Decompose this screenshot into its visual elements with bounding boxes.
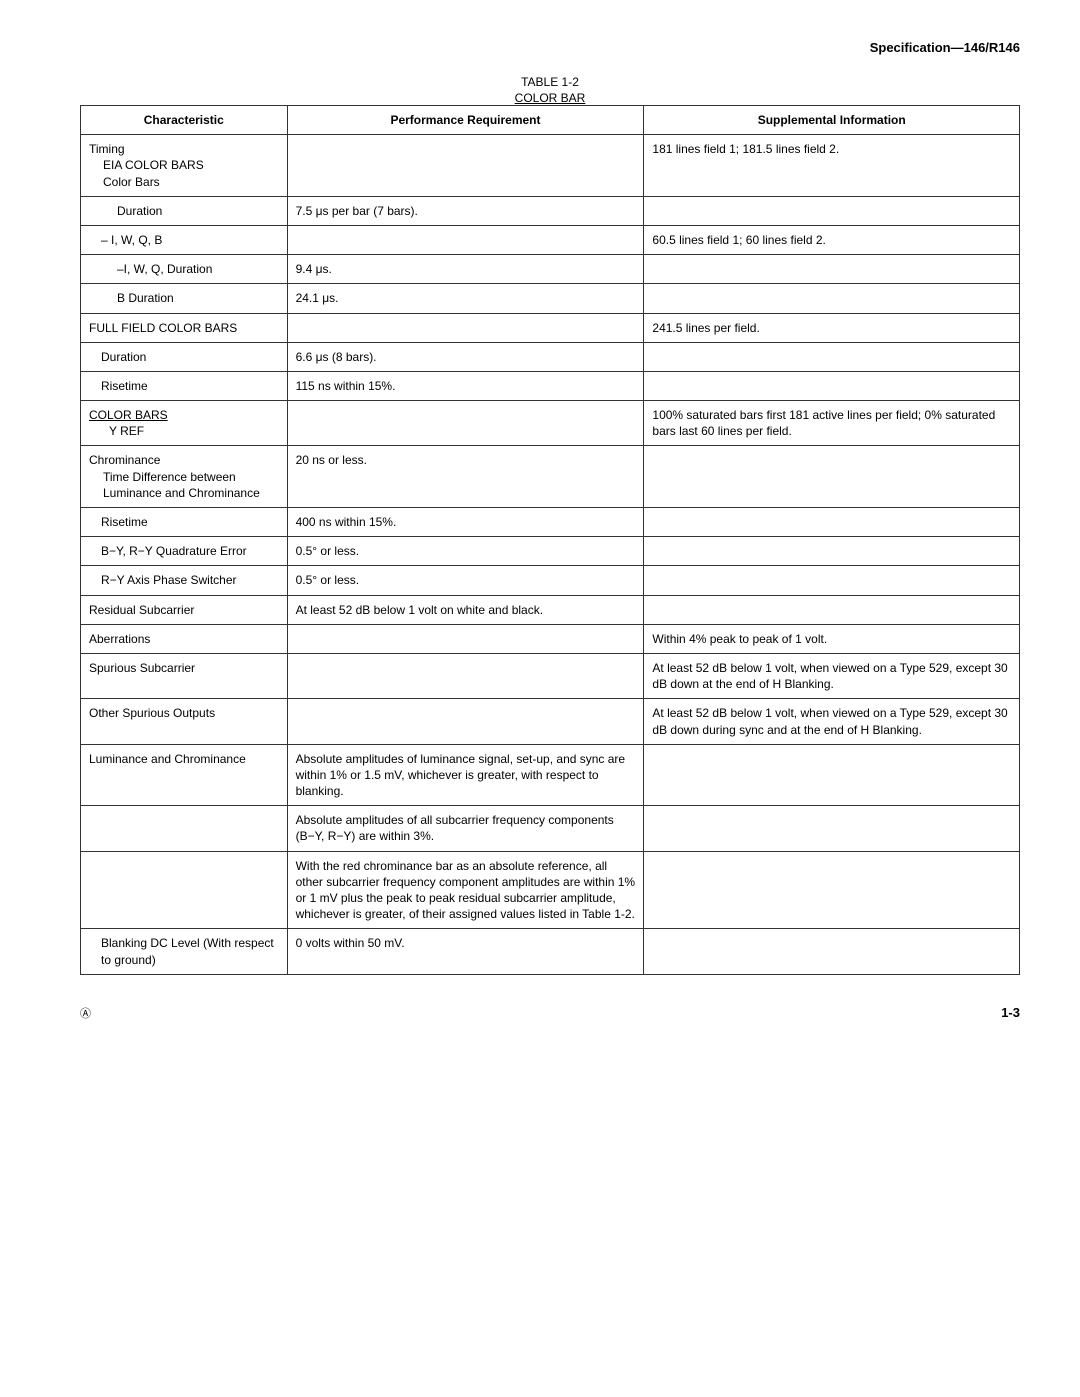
cell-performance: [287, 225, 644, 254]
cell-performance: [287, 313, 644, 342]
cell-performance: Absolute amplitudes of all subcarrier fr…: [287, 806, 644, 851]
footer-mark: Ⓐ: [80, 1005, 91, 1021]
cell-supplemental: [644, 342, 1020, 371]
cell-performance: Absolute amplitudes of luminance signal,…: [287, 744, 644, 806]
table-title: COLOR BAR: [80, 91, 1020, 105]
cell-supplemental: [644, 595, 1020, 624]
cell-characteristic: R−Y Axis Phase Switcher: [81, 566, 288, 595]
cell-supplemental: 241.5 lines per field.: [644, 313, 1020, 342]
table-row: B Duration24.1 μs.: [81, 284, 1020, 313]
table-row: Duration6.6 μs (8 bars).: [81, 342, 1020, 371]
table-row: Residual SubcarrierAt least 52 dB below …: [81, 595, 1020, 624]
table-row: Absolute amplitudes of all subcarrier fr…: [81, 806, 1020, 851]
cell-supplemental: [644, 806, 1020, 851]
cell-characteristic: Duration: [81, 196, 288, 225]
table-row: Luminance and ChrominanceAbsolute amplit…: [81, 744, 1020, 806]
table-row: COLOR BARSY REF 100% saturated bars first…: [81, 401, 1020, 446]
table-row: With the red chrominance bar as an absol…: [81, 851, 1020, 929]
table-row: FULL FIELD COLOR BARS 241.5 lines per fie…: [81, 313, 1020, 342]
table-row: Spurious Subcarrier At least 52 dB below …: [81, 653, 1020, 698]
cell-characteristic: FULL FIELD COLOR BARS: [81, 313, 288, 342]
cell-performance: 0 volts within 50 mV.: [287, 929, 644, 974]
table-row: Risetime115 ns within 15%.: [81, 371, 1020, 400]
cell-supplemental: [644, 744, 1020, 806]
cell-performance: At least 52 dB below 1 volt on white and…: [287, 595, 644, 624]
cell-supplemental: [644, 446, 1020, 508]
table-row: Other Spurious Outputs At least 52 dB bel…: [81, 699, 1020, 744]
cell-supplemental: At least 52 dB below 1 volt, when viewed…: [644, 653, 1020, 698]
cell-performance: [287, 699, 644, 744]
cell-supplemental: [644, 508, 1020, 537]
table-header-row: Characteristic Performance Requirement S…: [81, 106, 1020, 135]
cell-performance: 400 ns within 15%.: [287, 508, 644, 537]
color-bar-table: Characteristic Performance Requirement S…: [80, 105, 1020, 975]
table-row: Aberrations Within 4% peak to peak of 1 v…: [81, 624, 1020, 653]
cell-supplemental: Within 4% peak to peak of 1 volt.: [644, 624, 1020, 653]
cell-performance: 6.6 μs (8 bars).: [287, 342, 644, 371]
spec-header: Specification—146/R146: [80, 40, 1020, 55]
cell-performance: [287, 624, 644, 653]
cell-performance: [287, 653, 644, 698]
cell-performance: With the red chrominance bar as an absol…: [287, 851, 644, 929]
table-label: TABLE 1-2: [80, 75, 1020, 89]
table-row: – I, W, Q, B 60.5 lines field 1; 60 lines…: [81, 225, 1020, 254]
cell-supplemental: [644, 371, 1020, 400]
page-number: 1-3: [80, 1005, 1020, 1020]
cell-characteristic: Residual Subcarrier: [81, 595, 288, 624]
table-row: R−Y Axis Phase Switcher0.5° or less.: [81, 566, 1020, 595]
cell-performance: 9.4 μs.: [287, 255, 644, 284]
cell-characteristic: B−Y, R−Y Quadrature Error: [81, 537, 288, 566]
table-row: –I, W, Q, Duration9.4 μs.: [81, 255, 1020, 284]
cell-characteristic: Aberrations: [81, 624, 288, 653]
cell-characteristic: ChrominanceTime Difference between Lumin…: [81, 446, 288, 508]
cell-supplemental: [644, 284, 1020, 313]
cell-characteristic: Other Spurious Outputs: [81, 699, 288, 744]
cell-supplemental: At least 52 dB below 1 volt, when viewed…: [644, 699, 1020, 744]
table-row: Blanking DC Level (With respect to groun…: [81, 929, 1020, 974]
cell-performance: [287, 401, 644, 446]
cell-supplemental: 60.5 lines field 1; 60 lines field 2.: [644, 225, 1020, 254]
cell-performance: [287, 135, 644, 197]
col-performance: Performance Requirement: [287, 106, 644, 135]
cell-supplemental: [644, 566, 1020, 595]
cell-performance: 7.5 μs per bar (7 bars).: [287, 196, 644, 225]
cell-characteristic: Spurious Subcarrier: [81, 653, 288, 698]
cell-characteristic: COLOR BARSY REF: [81, 401, 288, 446]
cell-characteristic: Blanking DC Level (With respect to groun…: [81, 929, 288, 974]
col-characteristic: Characteristic: [81, 106, 288, 135]
cell-characteristic: Risetime: [81, 371, 288, 400]
cell-performance: 115 ns within 15%.: [287, 371, 644, 400]
table-row: B−Y, R−Y Quadrature Error0.5° or less.: [81, 537, 1020, 566]
cell-supplemental: [644, 196, 1020, 225]
cell-characteristic: Luminance and Chrominance: [81, 744, 288, 806]
cell-supplemental: [644, 255, 1020, 284]
cell-supplemental: 100% saturated bars first 181 active lin…: [644, 401, 1020, 446]
table-row: TimingEIA COLOR BARSColor Bars 181 lines …: [81, 135, 1020, 197]
col-supplemental: Supplemental Information: [644, 106, 1020, 135]
cell-supplemental: [644, 929, 1020, 974]
cell-performance: 0.5° or less.: [287, 537, 644, 566]
cell-characteristic: [81, 806, 288, 851]
table-row: Duration7.5 μs per bar (7 bars).: [81, 196, 1020, 225]
cell-characteristic: – I, W, Q, B: [81, 225, 288, 254]
cell-characteristic: Risetime: [81, 508, 288, 537]
table-row: Risetime400 ns within 15%.: [81, 508, 1020, 537]
cell-characteristic: Duration: [81, 342, 288, 371]
cell-characteristic: [81, 851, 288, 929]
cell-supplemental: [644, 851, 1020, 929]
cell-performance: 24.1 μs.: [287, 284, 644, 313]
cell-supplemental: 181 lines field 1; 181.5 lines field 2.: [644, 135, 1020, 197]
table-row: ChrominanceTime Difference between Lumin…: [81, 446, 1020, 508]
cell-performance: 20 ns or less.: [287, 446, 644, 508]
cell-performance: 0.5° or less.: [287, 566, 644, 595]
cell-characteristic: B Duration: [81, 284, 288, 313]
cell-characteristic: –I, W, Q, Duration: [81, 255, 288, 284]
cell-supplemental: [644, 537, 1020, 566]
cell-characteristic: TimingEIA COLOR BARSColor Bars: [81, 135, 288, 197]
